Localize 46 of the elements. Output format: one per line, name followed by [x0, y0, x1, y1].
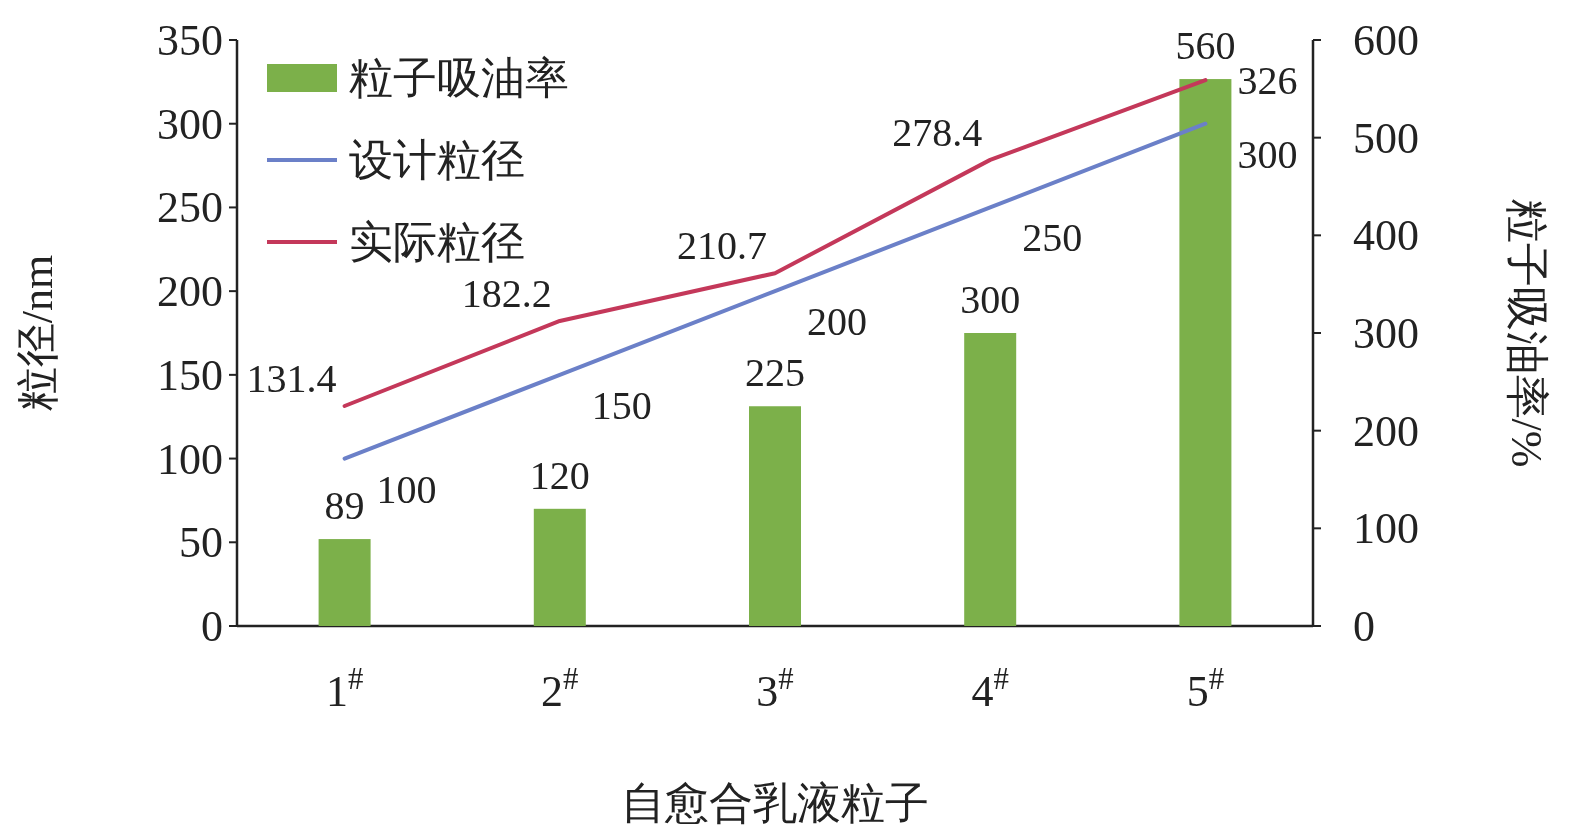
- legend-label: 实际粒径: [349, 218, 525, 267]
- y-tick-label: 0: [201, 602, 223, 651]
- data-label: 89: [324, 483, 365, 529]
- y-tick-label: 200: [157, 267, 223, 317]
- y-tick-label: 150: [157, 350, 223, 400]
- bar: [533, 508, 586, 626]
- y-axis-title: 粒径/nm: [13, 254, 62, 412]
- y2-tick-label: 300: [1353, 309, 1419, 358]
- data-label: 300: [1237, 131, 1298, 177]
- data-label: 150: [591, 382, 652, 428]
- data-label: 120: [529, 452, 590, 498]
- y2-tick-label: 200: [1353, 406, 1419, 456]
- y2-axis-title: 粒子吸油率/%: [1502, 198, 1551, 468]
- data-label: 131.4: [246, 356, 337, 401]
- y-tick-label: 300: [157, 99, 223, 149]
- x-axis-title: 自愈合乳液粒子: [621, 779, 929, 828]
- legend-label: 粒子吸油率: [349, 54, 569, 103]
- data-label: 200: [807, 299, 867, 345]
- x-tick-label: 5$^{#}$: [1186, 662, 1225, 716]
- y2-tick-label: 600: [1353, 16, 1419, 65]
- bar: [1179, 79, 1232, 626]
- bar: [318, 539, 371, 626]
- data-label: 210.7: [677, 223, 767, 269]
- legend-label: 设计粒径: [349, 136, 525, 185]
- bar: [749, 406, 801, 626]
- data-label: 326: [1237, 58, 1298, 104]
- data-label: 300: [960, 277, 1021, 322]
- bar: [964, 333, 1017, 626]
- y-tick-label: 50: [179, 518, 223, 568]
- data-label: 182.2: [461, 270, 552, 316]
- y2-tick-label: 0: [1353, 602, 1375, 651]
- y2-tick-label: 100: [1353, 504, 1419, 554]
- data-label: 560: [1175, 23, 1236, 69]
- data-label: 278.4: [892, 109, 983, 155]
- y2-tick-label: 400: [1353, 211, 1419, 261]
- y-tick-label: 250: [157, 183, 223, 233]
- data-label: 225: [745, 350, 805, 396]
- y-tick-label: 350: [157, 16, 223, 65]
- x-tick-label: 4$^{#}$: [971, 662, 1009, 716]
- x-tick-label: 3$^{#}$: [756, 662, 794, 716]
- x-tick-label: 1$^{#}$: [325, 662, 364, 716]
- data-label: 100: [376, 466, 437, 512]
- x-tick-label: 2$^{#}$: [541, 662, 579, 716]
- data-label: 250: [1022, 215, 1083, 261]
- y-tick-label: 100: [157, 434, 223, 484]
- y2-tick-label: 500: [1353, 113, 1419, 163]
